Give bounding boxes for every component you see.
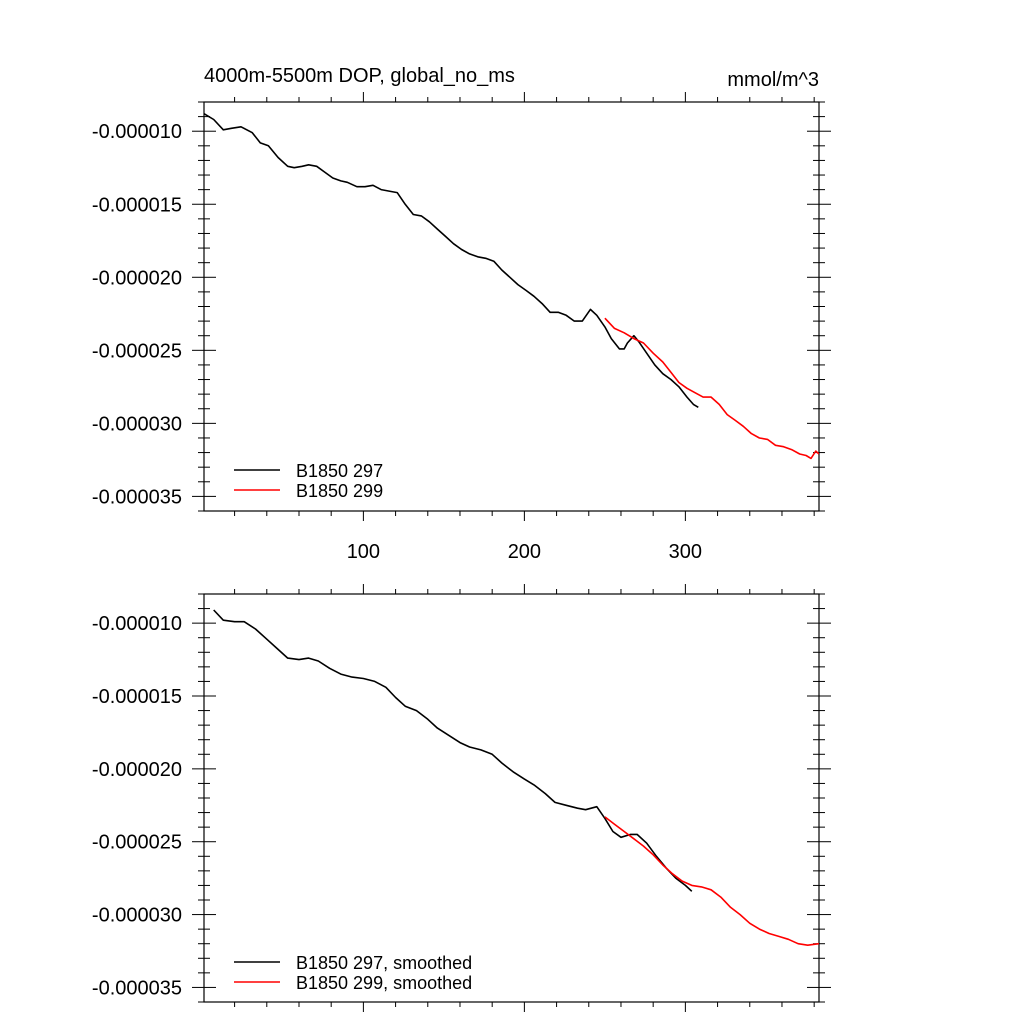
y-tick-label: -0.000010: [92, 613, 182, 635]
legend-label: B1850 297: [296, 461, 383, 481]
bottom-plot-panel: -0.000010 -0.000015 -0.000020 -0.000025 -0.0…: [92, 584, 831, 1012]
y-tick-label: -0.000035: [92, 486, 182, 508]
y-tick-label: -0.000030: [92, 905, 182, 927]
legend-label: B1850 299, smoothed: [296, 973, 472, 993]
chart-title: 4000m-5500m DOP, global_no_ms: [204, 65, 515, 87]
legend-label: B1850 297, smoothed: [296, 953, 472, 973]
y-tick-label: -0.000035: [92, 977, 182, 999]
legend-label: B1850 299: [296, 481, 383, 501]
y-tick-label: -0.000015: [92, 686, 182, 708]
y-tick-label: -0.000030: [92, 413, 182, 435]
x-tick-label: 300: [669, 541, 702, 563]
y-tick-label: -0.000010: [92, 121, 182, 143]
plot-frame: [203, 593, 820, 1003]
y-tick-label: -0.000015: [92, 194, 182, 216]
top-plot-panel: 100 200 300 -0.000010 -0.000015 -0.000020 -0.0…: [92, 92, 831, 563]
series-line-b1850-299-smoothed: [604, 816, 819, 946]
series-line-b1850-297: [204, 113, 699, 408]
units-label: mmol/m^3: [727, 69, 819, 91]
x-tick-label: 200: [508, 541, 541, 563]
series-line-b1850-297-smoothed: [213, 609, 693, 892]
y-tick-label: -0.000020: [92, 759, 182, 781]
x-tick-label: 100: [347, 541, 380, 563]
series-line-b1850-299: [604, 317, 819, 460]
y-tick-label: -0.000025: [92, 832, 182, 854]
y-tick-label: -0.000025: [92, 340, 182, 362]
plot-frame: [203, 101, 820, 512]
y-tick-label: -0.000020: [92, 267, 182, 289]
